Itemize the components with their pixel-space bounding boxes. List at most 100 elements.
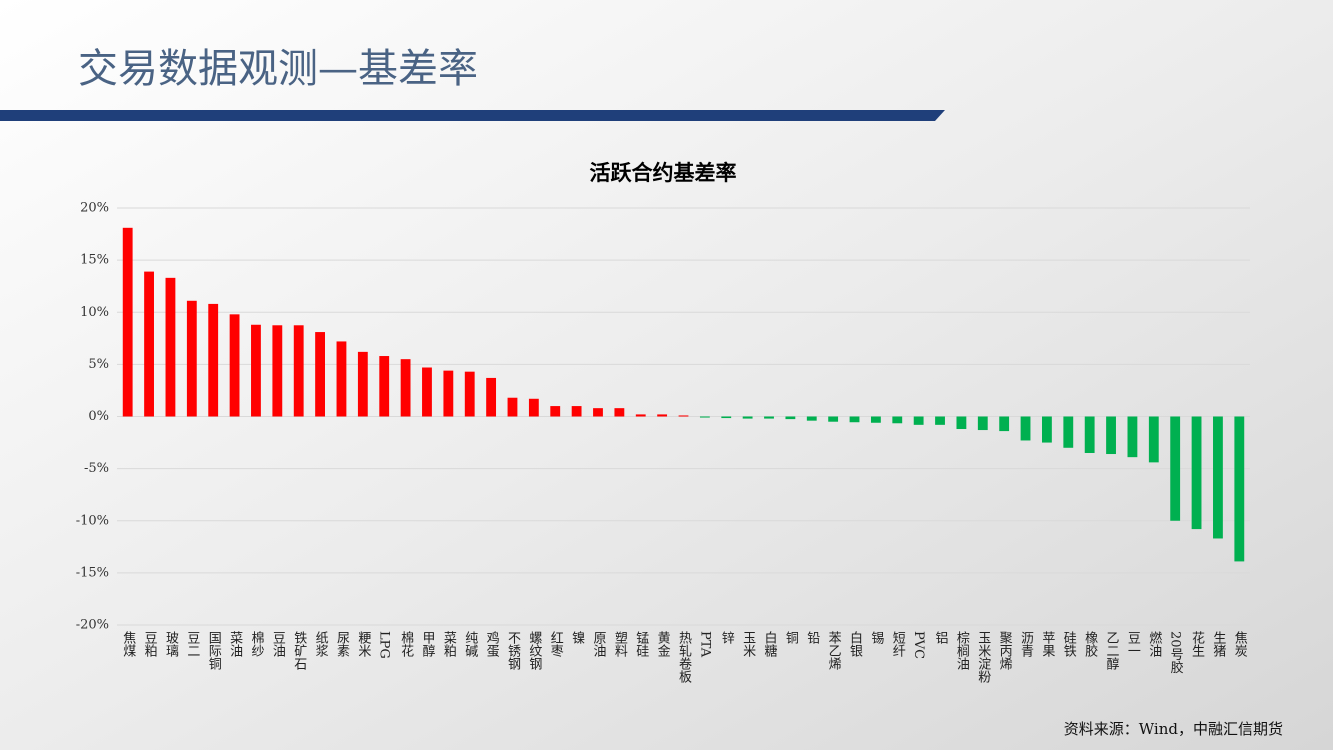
bar: [678, 415, 689, 417]
x-tick-label: 不锈钢: [505, 631, 521, 671]
bar: [571, 406, 582, 417]
chart-title: 活跃合约基差率: [590, 161, 737, 185]
bar: [272, 325, 283, 417]
x-tick-label: 玉米: [740, 631, 756, 657]
x-tick-label: LPG: [377, 631, 392, 659]
x-tick-label: 聚丙烯: [997, 631, 1013, 670]
bar: [635, 414, 646, 417]
bar: [144, 271, 154, 417]
bar: [315, 332, 326, 417]
bar: [122, 227, 133, 417]
bar: [977, 416, 988, 431]
bar: [1148, 416, 1159, 463]
bar: [1106, 416, 1116, 455]
bar: [443, 370, 454, 417]
x-tick-label: 白糖: [762, 630, 778, 658]
bar: [422, 367, 432, 417]
bar: [849, 416, 860, 423]
x-tick-label: 棉花: [398, 631, 414, 658]
x-tick-label: 豆油: [270, 631, 286, 657]
bar: [892, 416, 903, 424]
bar: [208, 303, 219, 417]
bar: [186, 300, 197, 417]
bar: [721, 416, 732, 419]
bar: [550, 406, 561, 417]
x-tick-label: 豆一: [1125, 631, 1141, 657]
y-tick-label: -10%: [76, 513, 109, 528]
x-tick-label: 焦炭: [1232, 631, 1248, 658]
bar: [528, 398, 539, 417]
x-tick-label: 原油: [590, 631, 606, 657]
bar: [699, 416, 710, 418]
x-tick-label: PVC: [911, 631, 926, 659]
bar: [1020, 416, 1031, 441]
bar: [935, 416, 945, 425]
x-tick-label: 豆二: [184, 631, 200, 657]
x-tick-label: 焦煤: [120, 631, 136, 657]
bar: [336, 341, 347, 417]
x-tick-label: 甲醇: [419, 631, 435, 657]
y-tick-label: -20%: [76, 618, 109, 633]
y-tick-label: 0%: [88, 409, 109, 424]
y-tick-label: 15%: [80, 253, 109, 268]
x-tick-label: 鸡蛋: [484, 630, 500, 658]
x-tick-label: 花生: [1189, 630, 1205, 657]
bar: [229, 314, 240, 417]
x-tick-label: 棕榈油: [954, 631, 970, 670]
x-tick-label: 橡胶: [1082, 631, 1098, 658]
bar: [400, 359, 411, 417]
x-tick-label: 棉纱: [248, 631, 263, 657]
bar: [293, 325, 304, 417]
x-tick-label: 黄金: [655, 631, 671, 657]
x-tick-label: 锰硅: [633, 631, 649, 657]
bar: [357, 351, 368, 417]
bar: [1084, 416, 1095, 453]
bar: [379, 356, 390, 417]
bar: [464, 371, 475, 417]
bar: [1191, 416, 1202, 530]
bar: [742, 416, 753, 419]
x-tick-label: 乙二醇: [1104, 631, 1120, 670]
bar: [828, 416, 839, 422]
x-tick-label: PTA: [697, 631, 712, 658]
x-tick-label: 纯碱: [462, 631, 478, 657]
bar: [870, 416, 881, 423]
x-tick-label: 铅: [804, 631, 820, 644]
x-tick-label: 纸浆: [313, 631, 329, 657]
bar: [1234, 416, 1245, 562]
bar: [1170, 416, 1181, 521]
x-tick-label: 生猪: [1210, 631, 1226, 657]
x-tick-label: 镍: [569, 631, 585, 644]
x-tick-label: 菜粕: [441, 631, 457, 657]
y-tick-label: 20%: [80, 201, 109, 216]
x-tick-label: 塑料: [612, 631, 628, 657]
x-tick-label: 燃油: [1146, 630, 1162, 657]
source-note: 资料来源：Wind，中融汇信期货: [1064, 720, 1283, 738]
y-tick-label: -5%: [84, 461, 109, 476]
bar: [806, 416, 817, 421]
bar: [657, 414, 668, 417]
x-tick-label: 菜油: [227, 631, 243, 657]
x-tick-label: 苯乙烯: [826, 631, 842, 670]
bar: [1127, 416, 1138, 458]
bar: [1063, 416, 1074, 448]
x-tick-label: 苹果: [1039, 631, 1055, 657]
bar: [507, 397, 518, 417]
x-tick-label: 红枣: [548, 630, 564, 657]
y-tick-label: 10%: [80, 305, 109, 320]
x-tick-label: 国际铜: [206, 631, 222, 670]
bar: [785, 416, 796, 420]
slide-title: 交易数据观测—基差率: [78, 46, 478, 92]
bar: [251, 324, 261, 417]
x-tick-label: 尿素: [334, 631, 350, 657]
bar: [999, 416, 1010, 432]
y-tick-label: 5%: [88, 357, 109, 372]
x-tick-label: 粳米: [355, 631, 371, 657]
x-tick-label: 热轧卷板: [676, 631, 692, 684]
bar: [764, 416, 774, 419]
x-tick-label: 20号胶: [1168, 631, 1184, 675]
x-tick-label: 短纤: [890, 631, 906, 657]
x-tick-label: 锡: [868, 631, 884, 644]
bar: [913, 416, 924, 425]
x-tick-label: 铁矿石: [291, 631, 307, 670]
